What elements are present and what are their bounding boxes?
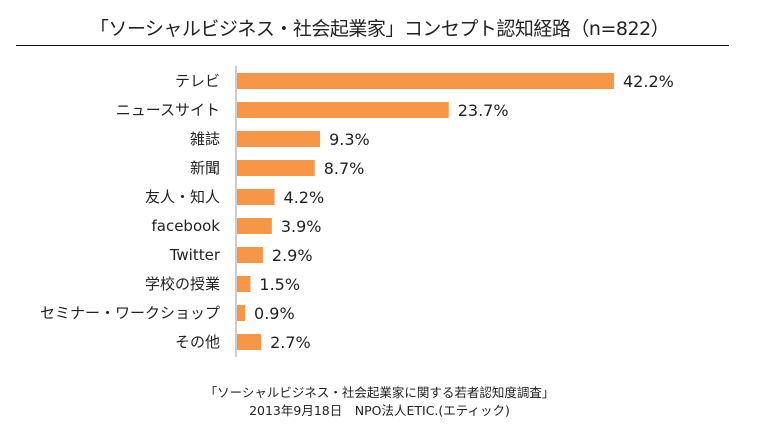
category-label: 新聞 xyxy=(190,159,220,177)
source-title: 「ソーシャルビジネス・社会起業家に関する若者認知度調査」 xyxy=(204,385,555,400)
value-label: 2.7% xyxy=(270,333,311,352)
category-label: その他 xyxy=(175,333,220,351)
value-label: 2.9% xyxy=(272,246,313,265)
value-label: 3.9% xyxy=(281,217,322,236)
value-label: 23.7% xyxy=(458,101,509,120)
bar xyxy=(237,218,272,234)
category-label: ニュースサイト xyxy=(116,101,220,119)
source-date: 2013年9月18日 NPO法人ETIC.(エティック) xyxy=(249,403,510,418)
bar xyxy=(237,131,321,147)
category-label: Twitter xyxy=(169,246,221,264)
category-label: facebook xyxy=(151,217,220,235)
chart-title: 「ソーシャルビジネス・社会起業家」コンセプト認知経路（n=822） xyxy=(89,18,670,40)
category-label: 学校の授業 xyxy=(145,275,220,293)
bar xyxy=(237,73,614,89)
bar xyxy=(237,160,315,176)
bar xyxy=(237,334,262,350)
value-label: 4.2% xyxy=(284,188,325,207)
value-label: 42.2% xyxy=(623,72,674,91)
value-label: 8.7% xyxy=(324,159,365,178)
bar xyxy=(237,276,251,292)
value-label: 0.9% xyxy=(254,304,295,323)
category-label: 友人・知人 xyxy=(145,188,220,206)
value-label: 9.3% xyxy=(329,130,370,149)
category-label: セミナー・ワークショップ xyxy=(40,304,220,322)
bar xyxy=(237,102,449,118)
bar xyxy=(237,247,263,263)
category-label: 雑誌 xyxy=(190,130,220,148)
bar xyxy=(237,305,246,321)
title-underline xyxy=(16,45,729,46)
value-label: 1.5% xyxy=(259,275,300,294)
category-label: テレビ xyxy=(175,72,220,90)
bar xyxy=(237,189,275,205)
